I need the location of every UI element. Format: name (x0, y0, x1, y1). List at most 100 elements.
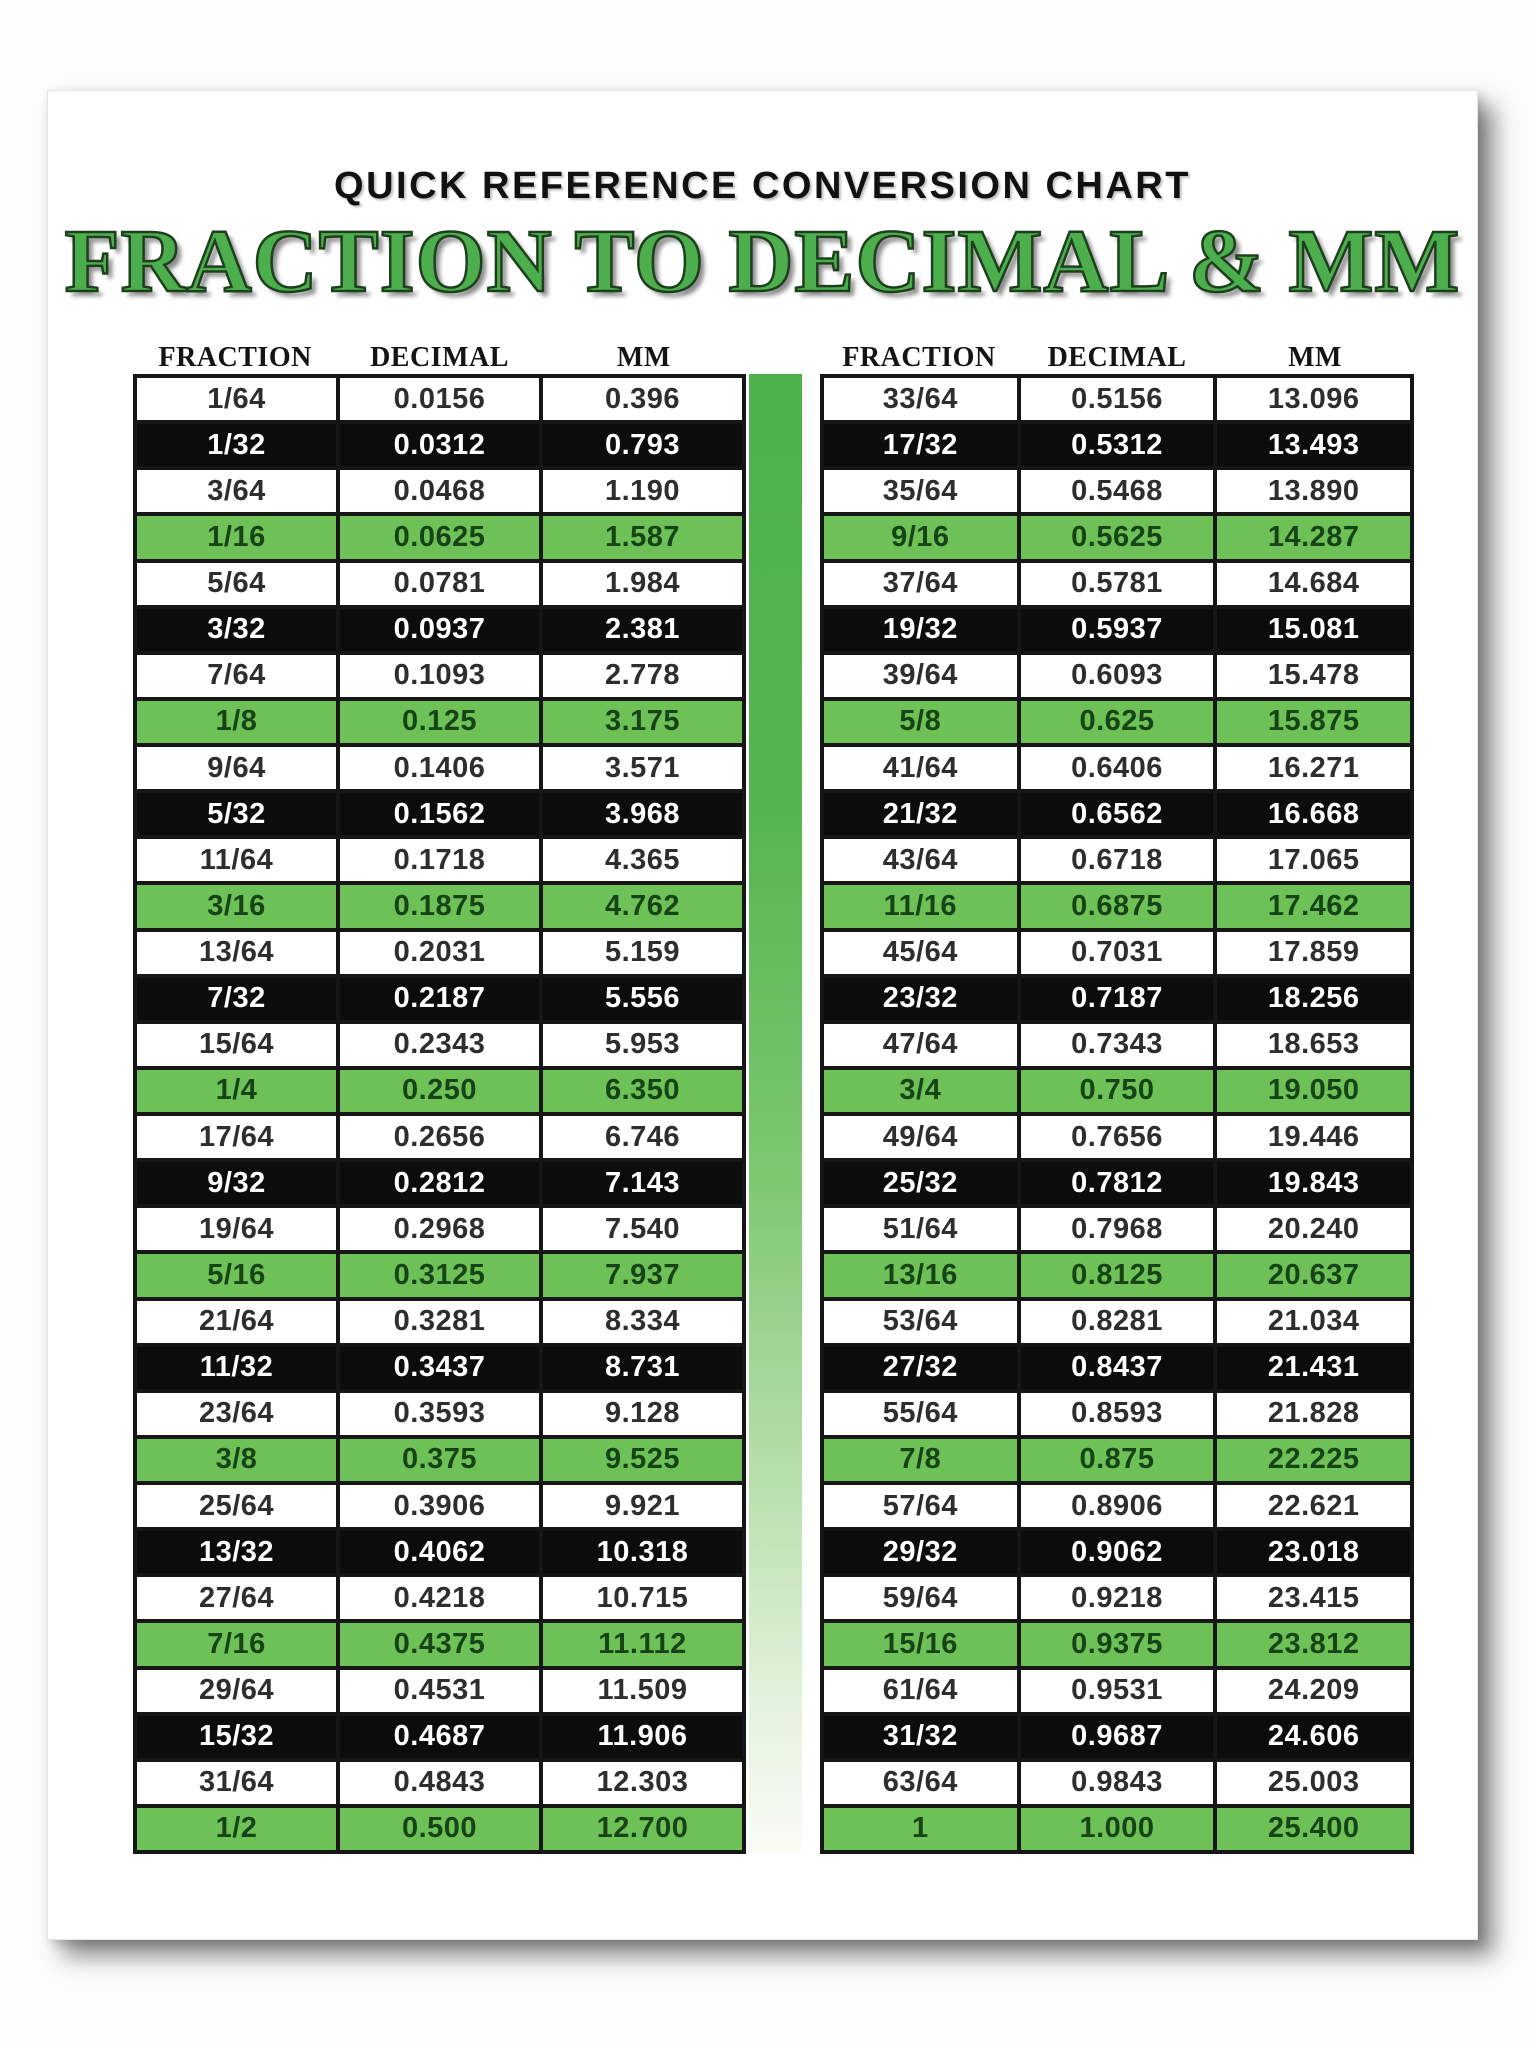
cell-mm: 21.828 (1217, 1392, 1410, 1435)
cell-decimal: 0.9062 (1020, 1531, 1214, 1574)
column-header-mm: MM (1288, 341, 1342, 373)
cell-fraction: 51/64 (824, 1208, 1017, 1251)
cell-mm: 12.303 (543, 1761, 742, 1804)
cell-fraction: 25/32 (824, 1162, 1017, 1205)
cell-mm: 3.175 (543, 700, 742, 743)
cell-decimal: 0.8125 (1020, 1254, 1214, 1297)
cell-fraction: 21/32 (824, 793, 1017, 836)
cell-mm: 10.715 (543, 1577, 742, 1620)
cell-fraction: 39/64 (824, 654, 1017, 697)
cell-mm: 8.334 (543, 1300, 742, 1343)
conversion-table-left: 1/64 0.0156 0.396 1/32 0.0312 0.793 3/64 0.0468… (133, 374, 746, 1854)
cell-mm: 16.271 (1217, 747, 1410, 790)
cell-fraction: 5/16 (137, 1254, 336, 1297)
cell-mm: 22.225 (1217, 1438, 1410, 1481)
cell-fraction: 59/64 (824, 1577, 1017, 1620)
cell-mm: 19.050 (1217, 1069, 1410, 1112)
cell-mm: 5.159 (543, 931, 742, 974)
cell-mm: 13.493 (1217, 424, 1410, 467)
cell-decimal: 1.000 (1020, 1807, 1214, 1850)
cell-fraction: 1/16 (137, 516, 336, 559)
cell-decimal: 0.9687 (1020, 1715, 1214, 1758)
column-header-mm: MM (616, 341, 671, 373)
conversion-table-right: 33/64 0.5156 13.096 17/32 0.5312 13.493 35/64 0… (820, 374, 1414, 1854)
column-header-decimal: DECIMAL (1047, 341, 1187, 373)
page-kicker: QUICK REFERENCE CONVERSION CHART (334, 165, 1191, 207)
cell-decimal: 0.750 (1020, 1069, 1214, 1112)
cell-fraction: 9/64 (137, 747, 336, 790)
cell-mm: 18.256 (1217, 977, 1410, 1020)
cell-fraction: 11/32 (137, 1346, 336, 1389)
cell-decimal: 0.7968 (1020, 1208, 1214, 1251)
cell-mm: 0.793 (543, 424, 742, 467)
cell-fraction: 15/16 (824, 1623, 1017, 1666)
cell-mm: 21.034 (1217, 1300, 1410, 1343)
cell-fraction: 19/32 (824, 608, 1017, 651)
right-table-header: FRACTION DECIMAL MM (820, 341, 1414, 374)
cell-decimal: 0.5468 (1020, 470, 1214, 513)
cell-mm: 13.890 (1217, 470, 1410, 513)
cell-fraction: 5/8 (824, 700, 1017, 743)
cell-mm: 11.112 (543, 1623, 742, 1666)
cell-fraction: 29/64 (137, 1669, 336, 1712)
cell-fraction: 13/16 (824, 1254, 1017, 1297)
right-table-column: FRACTION DECIMAL MM 33/64 0.5156 13.096 17/… (820, 341, 1414, 1854)
cell-decimal: 0.4375 (340, 1623, 539, 1666)
cell-mm: 23.812 (1217, 1623, 1410, 1666)
cell-decimal: 0.2031 (340, 931, 539, 974)
cell-mm: 17.065 (1217, 839, 1410, 882)
cell-fraction: 11/16 (824, 885, 1017, 928)
cell-fraction: 1/32 (137, 424, 336, 467)
cell-decimal: 0.7031 (1020, 931, 1214, 974)
cell-fraction: 1/8 (137, 700, 336, 743)
cell-decimal: 0.7812 (1020, 1162, 1214, 1205)
cell-fraction: 3/32 (137, 608, 336, 651)
cell-mm: 24.209 (1217, 1669, 1410, 1712)
cell-fraction: 9/16 (824, 516, 1017, 559)
column-header-fraction: FRACTION (842, 341, 996, 373)
cell-decimal: 0.9531 (1020, 1669, 1214, 1712)
cell-mm: 17.859 (1217, 931, 1410, 974)
cell-decimal: 0.9218 (1020, 1577, 1214, 1620)
cell-decimal: 0.0781 (340, 562, 539, 605)
cell-mm: 5.953 (543, 1023, 742, 1066)
cell-fraction: 37/64 (824, 562, 1017, 605)
cell-fraction: 31/32 (824, 1715, 1017, 1758)
cell-mm: 1.190 (543, 470, 742, 513)
cell-fraction: 31/64 (137, 1761, 336, 1804)
cell-fraction: 25/64 (137, 1485, 336, 1528)
cell-decimal: 0.1718 (340, 839, 539, 882)
cell-mm: 6.350 (543, 1069, 742, 1112)
cell-fraction: 49/64 (824, 1116, 1017, 1159)
cell-fraction: 3/16 (137, 885, 336, 928)
cell-fraction: 5/32 (137, 793, 336, 836)
cell-decimal: 0.4062 (340, 1531, 539, 1574)
cell-mm: 15.478 (1217, 654, 1410, 697)
cell-fraction: 43/64 (824, 839, 1017, 882)
cell-mm: 3.968 (543, 793, 742, 836)
cell-decimal: 0.1562 (340, 793, 539, 836)
cell-decimal: 0.1406 (340, 747, 539, 790)
cell-fraction: 27/32 (824, 1346, 1017, 1389)
cell-decimal: 0.6406 (1020, 747, 1214, 790)
cell-mm: 7.540 (543, 1208, 742, 1251)
cell-decimal: 0.8906 (1020, 1485, 1214, 1528)
cell-mm: 17.462 (1217, 885, 1410, 928)
cell-decimal: 0.9843 (1020, 1761, 1214, 1804)
cell-mm: 13.096 (1217, 378, 1410, 421)
cell-mm: 12.700 (543, 1807, 742, 1850)
cell-mm: 10.318 (543, 1531, 742, 1574)
cell-fraction: 57/64 (824, 1485, 1017, 1528)
cell-fraction: 63/64 (824, 1761, 1017, 1804)
cell-decimal: 0.6718 (1020, 839, 1214, 882)
cell-fraction: 55/64 (824, 1392, 1017, 1435)
cell-fraction: 3/64 (137, 470, 336, 513)
column-header-fraction: FRACTION (158, 341, 312, 373)
cell-decimal: 0.7343 (1020, 1023, 1214, 1066)
cell-mm: 11.509 (543, 1669, 742, 1712)
cell-mm: 6.746 (543, 1116, 742, 1159)
cell-mm: 18.653 (1217, 1023, 1410, 1066)
cell-mm: 14.287 (1217, 516, 1410, 559)
cell-mm: 19.843 (1217, 1162, 1410, 1205)
cell-decimal: 0.0625 (340, 516, 539, 559)
